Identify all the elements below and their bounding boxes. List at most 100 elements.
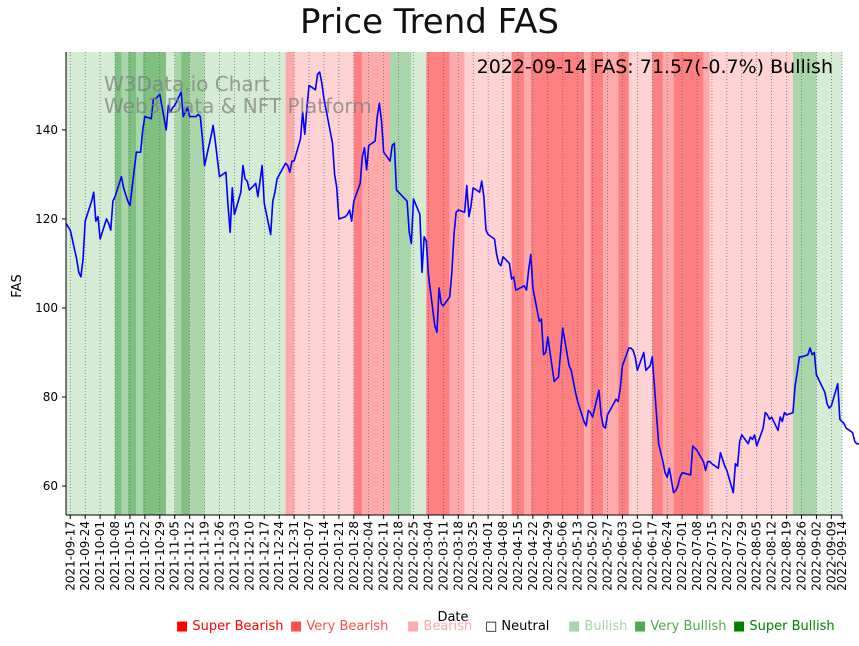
- x-tick-label: 2022-07-01: [675, 521, 689, 591]
- regime-band: [166, 52, 175, 515]
- x-tick-label: 2022-02-11: [377, 521, 391, 591]
- price-line-layer: [65, 71, 859, 494]
- regime-legend: ■ Super Bearish ■ Very Bearish ■ Bearish □ …: [0, 619, 859, 641]
- regime-band: [353, 52, 363, 515]
- x-tick-label: 2022-06-10: [630, 521, 644, 591]
- x-tick-label: 2021-11-19: [198, 521, 212, 591]
- x-tick-label: 2021-11-12: [183, 521, 197, 591]
- legend-item: ■ Super Bullish: [733, 619, 835, 634]
- x-tick-label: 2022-08-12: [765, 521, 779, 591]
- x-tick-label: 2022-05-13: [571, 521, 585, 591]
- regime-band: [816, 52, 842, 515]
- regime-band: [652, 52, 663, 515]
- x-tick-label: 2022-09-02: [809, 521, 823, 591]
- x-tick-label: 2022-07-15: [705, 521, 719, 591]
- x-tick-label: 2021-11-05: [168, 521, 182, 591]
- regime-band: [709, 52, 793, 515]
- x-tick-label: 2021-10-08: [108, 521, 122, 591]
- price-line: [65, 71, 859, 494]
- regime-band: [703, 52, 710, 515]
- x-tick-label: 2022-06-24: [660, 521, 674, 591]
- x-tick-label: 2022-06-03: [615, 521, 629, 591]
- x-tick-label: 2022-03-11: [436, 521, 450, 591]
- x-tick-label: 2022-02-18: [392, 521, 406, 591]
- x-tick-label: 2021-10-29: [153, 521, 167, 591]
- y-tick-label: 60: [43, 479, 58, 493]
- chart-title: Price Trend FAS: [300, 2, 559, 42]
- y-tick-label: 80: [43, 390, 58, 404]
- y-axis-ticks: 60 80 100 120 140: [35, 123, 66, 493]
- regime-band: [121, 52, 128, 515]
- latest-price-annotation: 2022-09-14 FAS: 71.57(-0.7%) Bullish: [477, 56, 833, 78]
- legend-item: ■ Super Bearish: [176, 619, 284, 634]
- regime-band: [618, 52, 629, 515]
- x-tick-label: 2021-10-22: [138, 521, 152, 591]
- regime-band: [66, 52, 116, 515]
- y-tick-label: 100: [35, 301, 58, 315]
- regime-band: [127, 52, 137, 515]
- regime-band: [792, 52, 817, 515]
- x-tick-label: 2022-05-27: [600, 521, 614, 591]
- regime-band: [115, 52, 122, 515]
- regime-band: [411, 52, 427, 515]
- regime-band: [673, 52, 704, 515]
- legend-item: ■ Bullish: [568, 619, 628, 634]
- y-tick-label: 140: [35, 123, 58, 137]
- x-tick-label: 2021-12-17: [257, 521, 271, 591]
- legend-item: ■ Very Bearish: [290, 619, 389, 634]
- x-tick-label: 2022-07-08: [690, 521, 704, 591]
- regime-band: [204, 52, 286, 515]
- regime-band: [142, 52, 167, 515]
- x-tick-label: 2022-01-28: [347, 521, 361, 591]
- regime-band: [181, 52, 190, 515]
- x-tick-label: 2022-04-29: [541, 521, 555, 591]
- x-tick-label: 2021-10-01: [93, 521, 107, 591]
- y-tick-label: 120: [35, 212, 58, 226]
- x-tick-label: 2022-08-19: [780, 521, 794, 591]
- x-tick-label: 2022-02-04: [362, 521, 376, 591]
- legend-item: ■ Bearish: [407, 619, 473, 634]
- regime-band: [390, 52, 412, 515]
- x-tick-label: 2022-01-21: [332, 521, 346, 591]
- x-tick-label: 2022-03-04: [421, 521, 435, 591]
- x-tick-label: 2022-05-20: [586, 521, 600, 591]
- x-tick-label: 2022-03-18: [451, 521, 465, 591]
- x-tick-label: 2022-07-29: [735, 521, 749, 591]
- regime-band: [189, 52, 205, 515]
- x-tick-label: 2022-01-14: [317, 521, 331, 591]
- regime-band: [662, 52, 674, 515]
- watermark-line-2: Web3 Data & NFT Platform: [104, 94, 372, 118]
- x-tick-label: 2022-02-25: [406, 521, 420, 591]
- regime-band: [174, 52, 182, 515]
- x-tick-label: 2022-05-06: [556, 521, 570, 591]
- x-tick-label: 2021-10-15: [123, 521, 137, 591]
- x-tick-label: 2021-12-10: [242, 521, 256, 591]
- x-axis-label: Date: [437, 610, 468, 625]
- regime-band: [285, 52, 295, 515]
- vertical-gridlines: [69, 52, 843, 515]
- x-tick-label: 2022-03-25: [466, 521, 480, 591]
- x-tick-label: 2021-12-24: [272, 521, 286, 591]
- x-tick-label: 2022-04-22: [526, 521, 540, 591]
- x-tick-label: 2022-04-08: [496, 521, 510, 591]
- regime-band: [603, 52, 619, 515]
- regime-band: [584, 52, 591, 515]
- axes: [65, 52, 842, 516]
- regime-band: [628, 52, 653, 515]
- legend-item: □ Neutral: [485, 619, 550, 634]
- regime-band: [426, 52, 450, 515]
- x-tick-label: 2022-08-05: [750, 521, 764, 591]
- x-axis-ticks: 2021-09-17 2021-09-24 2021-10-01 2021-10-08…: [63, 515, 849, 591]
- regime-band: [449, 52, 465, 515]
- regime-band: [530, 52, 585, 515]
- x-tick-label: 2022-08-26: [794, 521, 808, 591]
- x-tick-label: 2022-09-09: [824, 521, 838, 591]
- y-axis-label: FAS: [10, 274, 25, 297]
- x-tick-label: 2022-04-15: [511, 521, 525, 591]
- x-tick-label: 2022-07-22: [720, 521, 734, 591]
- x-tick-label: 2021-12-31: [287, 521, 301, 591]
- x-tick-label: 2022-06-17: [645, 521, 659, 591]
- x-tick-label: 2021-11-26: [212, 521, 226, 591]
- watermark-line-1: W3Data.io Chart: [104, 72, 270, 96]
